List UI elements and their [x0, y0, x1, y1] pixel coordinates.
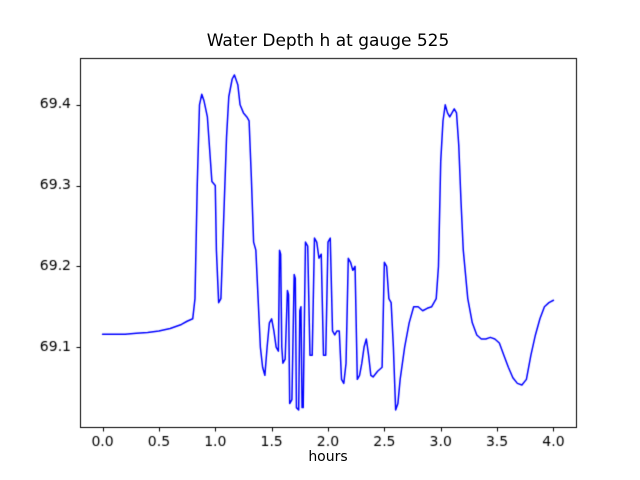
chart-title: Water Depth h at gauge 525	[206, 31, 450, 51]
x-axis-label: hours	[308, 449, 348, 465]
